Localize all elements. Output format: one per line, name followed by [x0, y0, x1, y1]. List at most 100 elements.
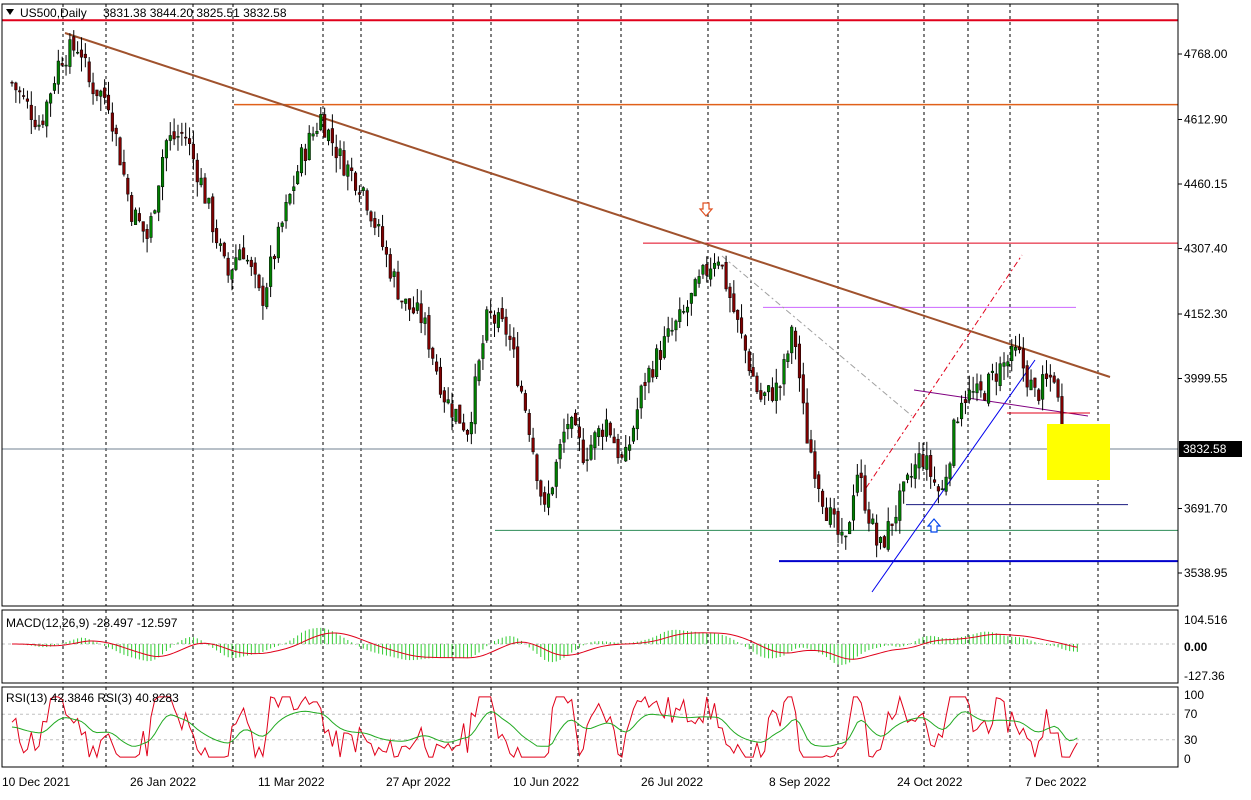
candle-body: [41, 120, 45, 125]
candle-body: [106, 94, 111, 111]
candle-body: [149, 216, 153, 238]
candle-body: [624, 446, 628, 462]
candle-body: [628, 444, 632, 451]
candle-body: [473, 376, 477, 425]
candle-body: [419, 303, 423, 324]
candle-body: [284, 202, 288, 222]
date-tick-label: 10 Dec 2021: [2, 775, 70, 789]
candle-body: [682, 311, 686, 313]
candle-body: [546, 493, 551, 508]
candle-body: [701, 265, 705, 275]
candle-body: [87, 61, 91, 83]
candle-body: [52, 83, 57, 91]
date-tick-label: 8 Sep 2022: [769, 775, 831, 789]
candle-body: [438, 366, 443, 395]
candle-body: [1056, 379, 1060, 398]
candle-body: [716, 261, 720, 266]
candle-body: [60, 63, 64, 66]
candle-body: [844, 535, 848, 538]
candle-body: [1044, 373, 1049, 379]
candle-body: [377, 224, 381, 227]
candle-body: [130, 195, 134, 222]
candle-body: [604, 419, 608, 437]
candle-body: [373, 218, 377, 228]
macd-signal-line: [11, 632, 1078, 660]
candle-body: [597, 428, 601, 438]
candle-body: [527, 413, 531, 435]
candle-body: [794, 330, 798, 347]
candle-body: [1017, 346, 1022, 351]
candle-body: [898, 490, 902, 521]
candle-body: [261, 285, 265, 306]
candle-body: [33, 119, 37, 128]
candle-body: [330, 128, 334, 144]
date-tick-label: 7 Dec 2022: [1025, 775, 1087, 789]
candle-body: [855, 474, 859, 493]
candle-body: [145, 229, 149, 239]
candle-body: [851, 495, 856, 521]
price-tick-label: 4460.15: [1184, 177, 1228, 191]
candle-body: [388, 254, 392, 279]
candle-body: [658, 350, 663, 360]
candle-body: [427, 315, 431, 350]
price-tick-label: 4152.30: [1184, 307, 1228, 321]
candle-body: [489, 311, 493, 314]
candle-body: [342, 150, 346, 176]
candle-body: [126, 177, 130, 195]
candle-body: [921, 454, 925, 468]
candle-body: [269, 256, 273, 287]
rsi-label: RSI(13) 42.3846 RSI(3) 40.8283: [6, 691, 179, 705]
candle-body: [570, 417, 574, 429]
candle-body: [736, 309, 740, 320]
candle-body: [601, 429, 605, 437]
candle-body: [909, 476, 913, 478]
candle-body: [25, 98, 29, 102]
candle-body: [323, 114, 327, 138]
macd-tick-label: 104.516: [1184, 613, 1228, 627]
candle-body: [767, 385, 771, 393]
candle-body: [29, 104, 33, 120]
candle-body: [720, 264, 724, 267]
candle-body: [245, 259, 250, 262]
candle-body: [863, 475, 867, 511]
candle-body: [496, 312, 500, 328]
ohlc-readout: 3831.38 3844.20 3825.51 3832.58: [103, 6, 287, 20]
candle-body: [778, 386, 782, 388]
candle-body: [635, 409, 639, 430]
candle-body: [319, 114, 323, 131]
candle-body: [326, 129, 331, 142]
candle-body: [242, 247, 246, 260]
symbol-dropdown-icon[interactable]: [6, 9, 14, 15]
candle-body: [558, 444, 562, 460]
candle-body: [589, 444, 593, 460]
candle-body: [577, 426, 581, 438]
candle-body: [836, 511, 840, 535]
candle-body: [296, 171, 300, 184]
candle-body: [662, 336, 666, 358]
symbol-label: US500,Daily: [20, 6, 87, 20]
candle-body: [465, 430, 470, 435]
candle-body: [118, 137, 122, 166]
candle-body: [963, 399, 967, 404]
rising-dashed-line: [865, 254, 1023, 489]
candle-body: [821, 490, 825, 507]
candle-body: [299, 147, 304, 174]
candle-body: [353, 172, 358, 191]
candle-body: [975, 383, 979, 394]
candle-body: [18, 90, 22, 93]
candle-body: [346, 164, 350, 177]
candle-body: [867, 509, 871, 524]
candle-body: [199, 177, 203, 186]
candle-body: [562, 431, 566, 443]
candle-body: [913, 464, 917, 479]
candle-body: [338, 148, 342, 156]
candle-body: [929, 455, 933, 477]
candle-body: [697, 276, 701, 284]
candle-body: [56, 60, 60, 85]
candle-body: [188, 138, 192, 144]
candle-body: [381, 226, 385, 247]
rsi-slow-line: [11, 710, 1078, 747]
candle-body: [709, 268, 713, 280]
